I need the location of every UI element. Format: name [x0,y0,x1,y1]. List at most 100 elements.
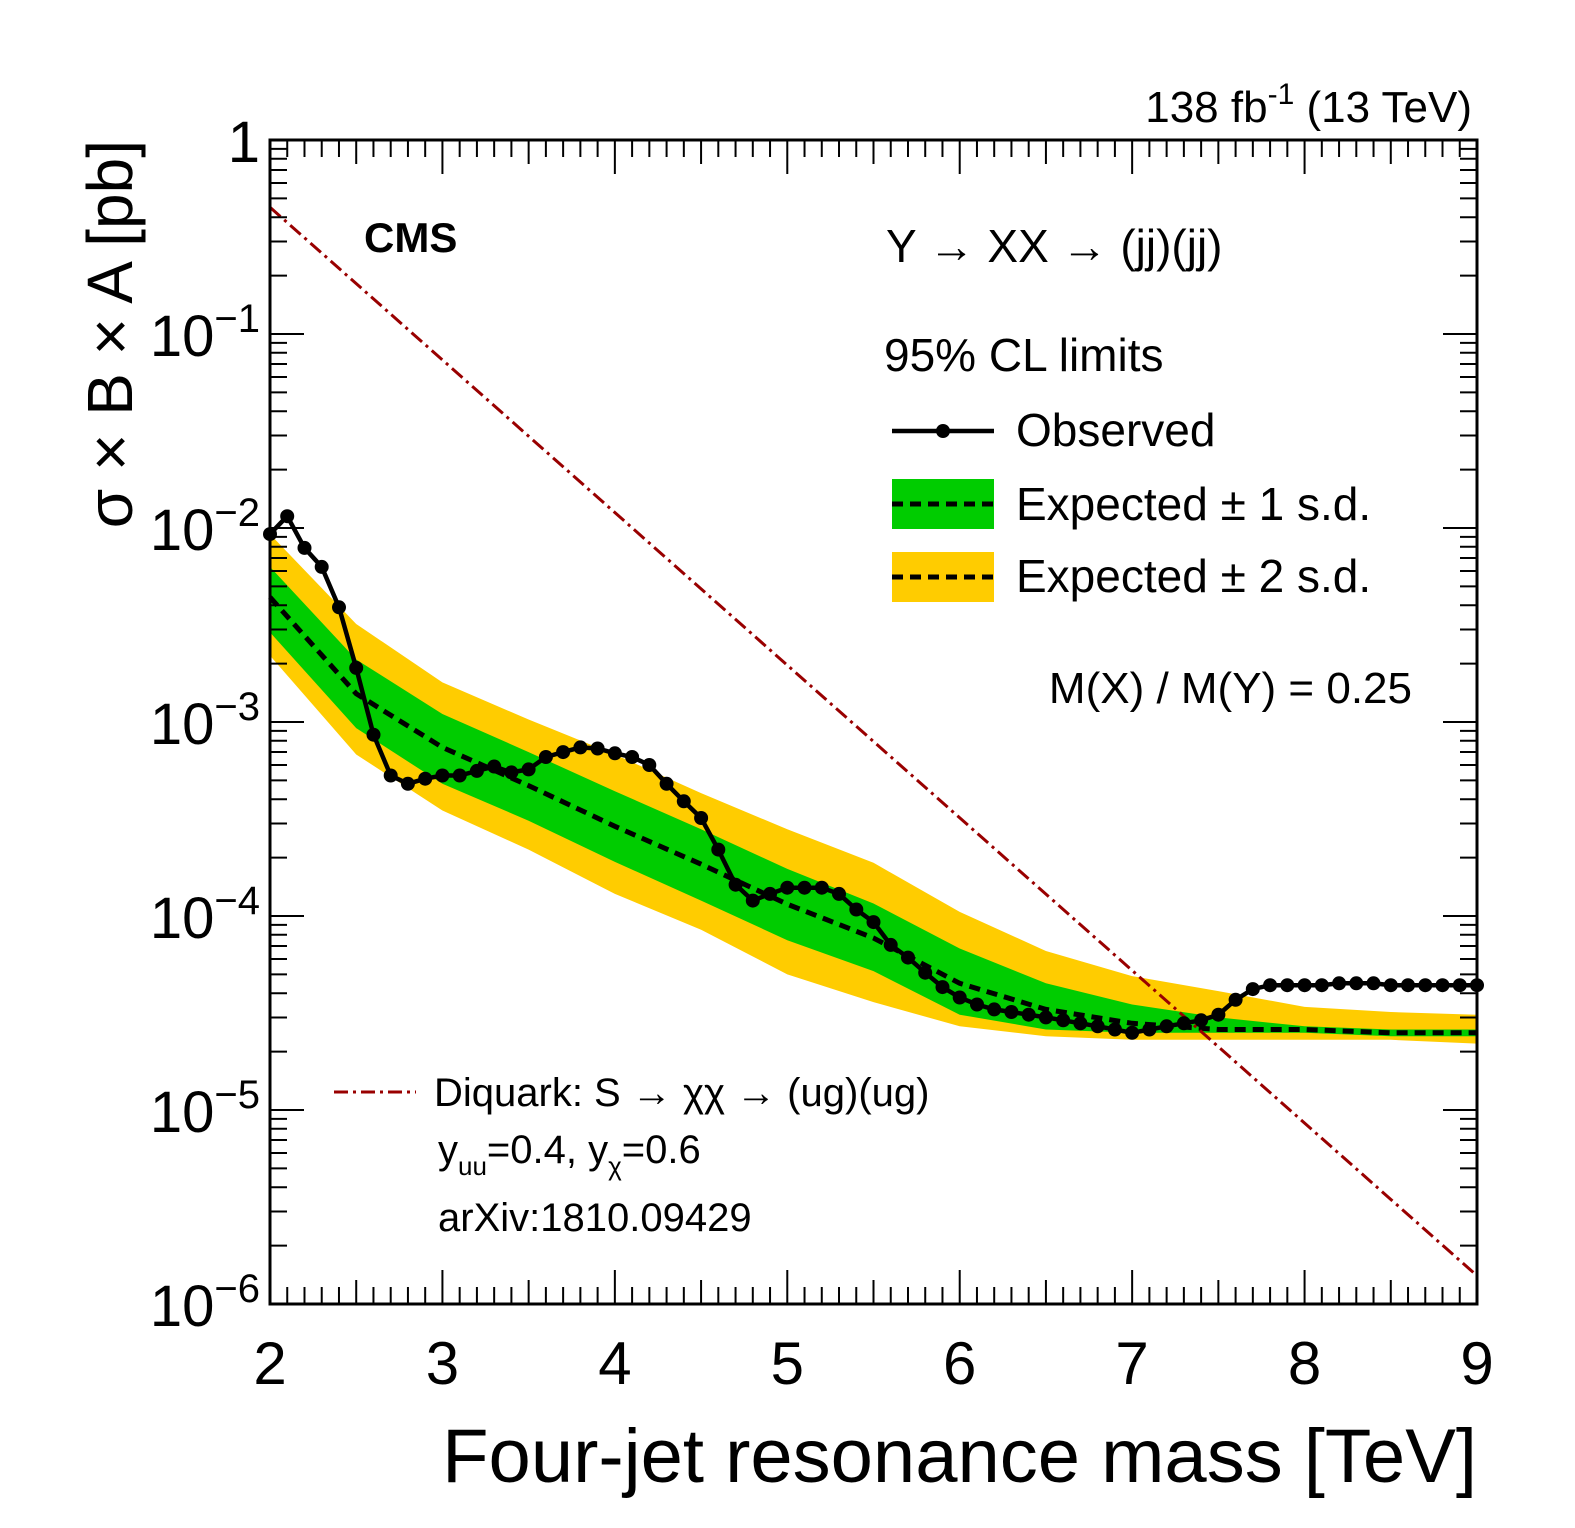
observed-point [901,950,915,965]
observed-swatch-marker [936,424,950,438]
x-tick-label: 6 [943,1330,976,1397]
legend-entry-expected-1sd: Expected ± 1 s.d. [892,478,1371,530]
observed-point [849,902,864,917]
luminosity-label: 138 fb-1 (13 TeV) [1145,78,1472,132]
observed-point [814,880,829,895]
observed-point [1090,1019,1105,1034]
observed-point [1263,978,1278,993]
observed-point [1366,976,1381,991]
x-tick-label: 7 [1115,1330,1148,1397]
expected-median-line [268,595,1477,1036]
observed-point [521,762,536,777]
observed-point [1056,1013,1071,1028]
observed-point [797,880,812,895]
observed-point [883,937,898,952]
observed-point [935,980,950,995]
y-tick-labels: 1 10−1 10−2 10−3 10−4 10−5 10−6 [150,110,260,1339]
observed-point [1142,1022,1157,1037]
observed-point [590,741,605,756]
observed-point [711,842,726,857]
y-tick-label: 1 [228,110,260,175]
mass-ratio-label: M(X) / M(Y) = 0.25 [1049,664,1412,713]
observed-point [763,886,777,901]
observed-point [745,893,760,908]
legend-entry-observed: Observed [892,404,1215,456]
observed-point [297,540,312,555]
observed-point [1435,978,1450,993]
legend-label-expected-1sd: Expected ± 1 s.d. [1016,478,1371,530]
observed-point [1314,978,1329,993]
observed-point [642,758,657,772]
reference-label: arXiv:1810.09429 [438,1196,752,1240]
observed-point [625,750,640,764]
x-tick-label: 8 [1288,1330,1321,1397]
legend: Observed Expected ± 1 s.d. Expected ± 2 … [892,404,1371,602]
observed-point [332,600,346,615]
observed-point [1332,976,1347,991]
observed-point [1349,976,1364,991]
observed-point [1280,978,1295,993]
y-tick-label: 10−3 [150,685,260,757]
y-tick-label: 10−2 [150,491,260,563]
observed-point [1452,978,1467,993]
x-axis-title: Four-jet resonance mass [TeV] [442,1414,1477,1499]
observed-point [366,727,381,742]
observed-points [263,509,1484,1040]
observed-point [383,768,398,783]
y-axis-title: σ × B × A [pb] [74,140,146,528]
theory-label: Diquark: S → χχ → (ug)(ug) [434,1071,929,1115]
x-tick-label: 4 [598,1330,631,1397]
expected-2sd-swatch [892,552,994,602]
observed-point [1401,978,1415,993]
observed-point [1418,978,1433,993]
observed-point [435,768,450,783]
observed-point [314,559,329,574]
theory-legend: Diquark: S → χχ → (ug)(ug) yuu=0.4, yχ=0… [334,1071,929,1240]
expected-1sd-swatch [892,479,994,529]
observed-point [1211,1007,1226,1022]
axis-ticks [269,139,1478,1305]
y-tick-label: 10−6 [150,1267,260,1339]
observed-point [487,759,502,774]
observed-point [1125,1025,1140,1040]
legend-label-expected-2sd: Expected ± 2 s.d. [1016,550,1371,602]
observed-point [1383,978,1398,993]
observed-point [1159,1019,1174,1034]
observed-point [676,794,691,809]
observed-point [556,745,571,760]
observed-point [400,776,415,791]
observed-point [1021,1007,1036,1022]
y-tick-label: 10−1 [150,297,260,369]
x-tick-labels: 2 3 4 5 6 7 8 9 [253,1330,1493,1397]
observed-point [659,776,674,791]
observed-point [418,771,433,786]
observed-point [1194,1013,1209,1028]
observed-point [918,965,933,980]
y-tick-label: 10−4 [150,879,260,951]
observed-point [1004,1005,1019,1019]
observed-point [1297,978,1312,993]
process-label: Y → XX → (jj)(jj) [886,220,1223,272]
experiment-label: CMS [364,214,457,261]
observed-point [573,740,588,755]
y-tick-label: 10−5 [150,1073,260,1145]
legend-label-observed: Observed [1016,404,1215,456]
observed-point [469,763,484,778]
observed-point [452,768,467,783]
expected-1sd-band [270,566,1477,1037]
observed-point [538,750,553,764]
observed-point [866,915,881,930]
coupling-label: yuu=0.4, yχ=0.6 [438,1128,701,1181]
x-tick-label: 3 [426,1330,459,1397]
observed-point [1176,1016,1191,1031]
observed-point [780,880,795,895]
bands-layer [268,534,1477,1044]
observed-point [607,746,622,761]
legend-entry-expected-2sd: Expected ± 2 s.d. [892,550,1371,602]
x-tick-label: 5 [771,1330,804,1397]
observed-point [1107,1022,1122,1037]
observed-point [1038,1010,1053,1025]
observed-point [987,1002,1002,1017]
observed-point [952,990,967,1005]
observed-point [1228,992,1243,1007]
